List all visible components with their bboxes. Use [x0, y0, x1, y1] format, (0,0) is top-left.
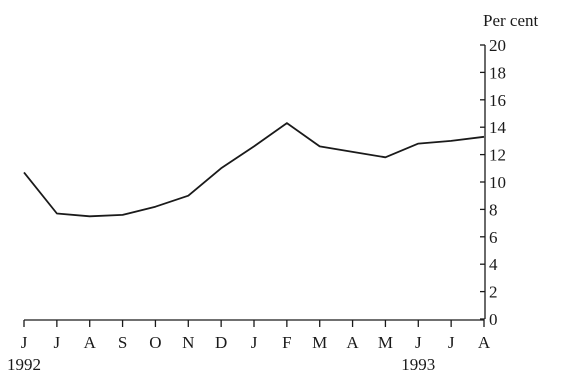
- x-tick-label: A: [346, 333, 359, 352]
- x-tick-label: O: [149, 333, 161, 352]
- x-tick-label: J: [251, 333, 258, 352]
- x-tick-label: N: [182, 333, 194, 352]
- x-year-label: 1993: [401, 355, 435, 374]
- x-tick-label: A: [84, 333, 97, 352]
- x-tick-label: J: [21, 333, 28, 352]
- x-tick-label: A: [478, 333, 491, 352]
- y-tick-label: 18: [489, 63, 506, 82]
- y-tick-label: 2: [489, 283, 498, 302]
- y-tick-label: 14: [489, 118, 507, 137]
- y-tick-label: 8: [489, 200, 498, 219]
- x-tick-label: J: [54, 333, 61, 352]
- y-axis-unit-label: Per cent: [483, 11, 539, 30]
- x-tick-label: J: [415, 333, 422, 352]
- series-line: [23, 122, 485, 218]
- y-axis: 0 2 4 6 8 10 12 14 16 18 20: [480, 36, 507, 329]
- x-tick-label: S: [118, 333, 127, 352]
- y-tick-label: 4: [489, 255, 498, 274]
- x-tick-label: M: [312, 333, 327, 352]
- y-tick-label: 16: [489, 91, 506, 110]
- x-year-label: 1992: [7, 355, 41, 374]
- series-group: [23, 122, 485, 218]
- y-tick-label: 10: [489, 173, 506, 192]
- x-tick-label: M: [378, 333, 393, 352]
- x-tick-label: F: [282, 333, 291, 352]
- y-tick-label: 0: [489, 310, 498, 329]
- y-tick-label: 20: [489, 36, 506, 55]
- y-tick-label: 6: [489, 228, 498, 247]
- x-tick-label: D: [215, 333, 227, 352]
- x-tick-label: J: [448, 333, 455, 352]
- y-tick-label: 12: [489, 146, 506, 165]
